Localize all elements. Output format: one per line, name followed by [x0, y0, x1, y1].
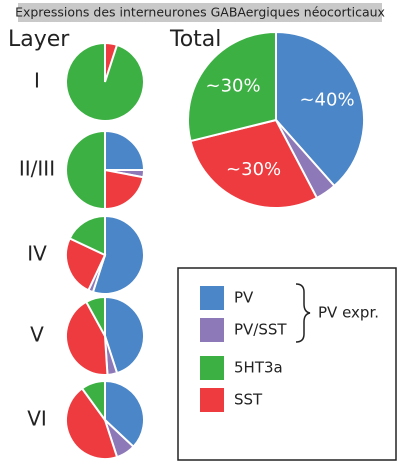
pie-slice — [65, 387, 119, 460]
pie-slice — [84, 295, 106, 337]
total-header: Total — [169, 27, 221, 52]
pie-slice — [187, 30, 277, 143]
pie-slice — [104, 168, 145, 211]
pie-slice — [65, 300, 109, 376]
slice-label: ~40% — [299, 90, 354, 111]
slice-label: ~30% — [206, 75, 261, 96]
pie-slice — [104, 129, 146, 171]
layer-label: II/III — [19, 157, 55, 181]
legend-label: PV/SST — [234, 321, 287, 339]
legend-brace — [295, 283, 311, 343]
legend-swatch — [200, 388, 224, 412]
legend-label: SST — [234, 391, 263, 409]
pie-slice — [104, 379, 145, 449]
legend-swatch — [200, 318, 224, 342]
legend-label: PV — [234, 289, 254, 307]
layer-label: VI — [27, 407, 47, 431]
pie-slice — [80, 379, 106, 424]
pie-slice — [68, 214, 106, 257]
pie-slice — [65, 129, 106, 211]
legend-box — [177, 267, 397, 461]
legend-swatch — [200, 356, 224, 380]
layer-label: IV — [27, 242, 47, 266]
group-label: PV expr. — [318, 304, 379, 322]
pie-slice — [275, 30, 365, 188]
pie-slice — [189, 118, 319, 209]
layer-label: V — [30, 323, 44, 347]
slice-label: ~30% — [226, 159, 281, 180]
legend-swatch — [200, 286, 224, 310]
legend-label: 5HT3a — [234, 359, 283, 377]
layer-label: I — [34, 69, 40, 93]
title-background — [18, 3, 382, 22]
chart-title: Expressions des interneurones GABAergiqu… — [15, 5, 385, 20]
pie-slice — [104, 295, 145, 375]
pie-slice — [65, 41, 145, 122]
layer-header: Layer — [8, 27, 70, 52]
